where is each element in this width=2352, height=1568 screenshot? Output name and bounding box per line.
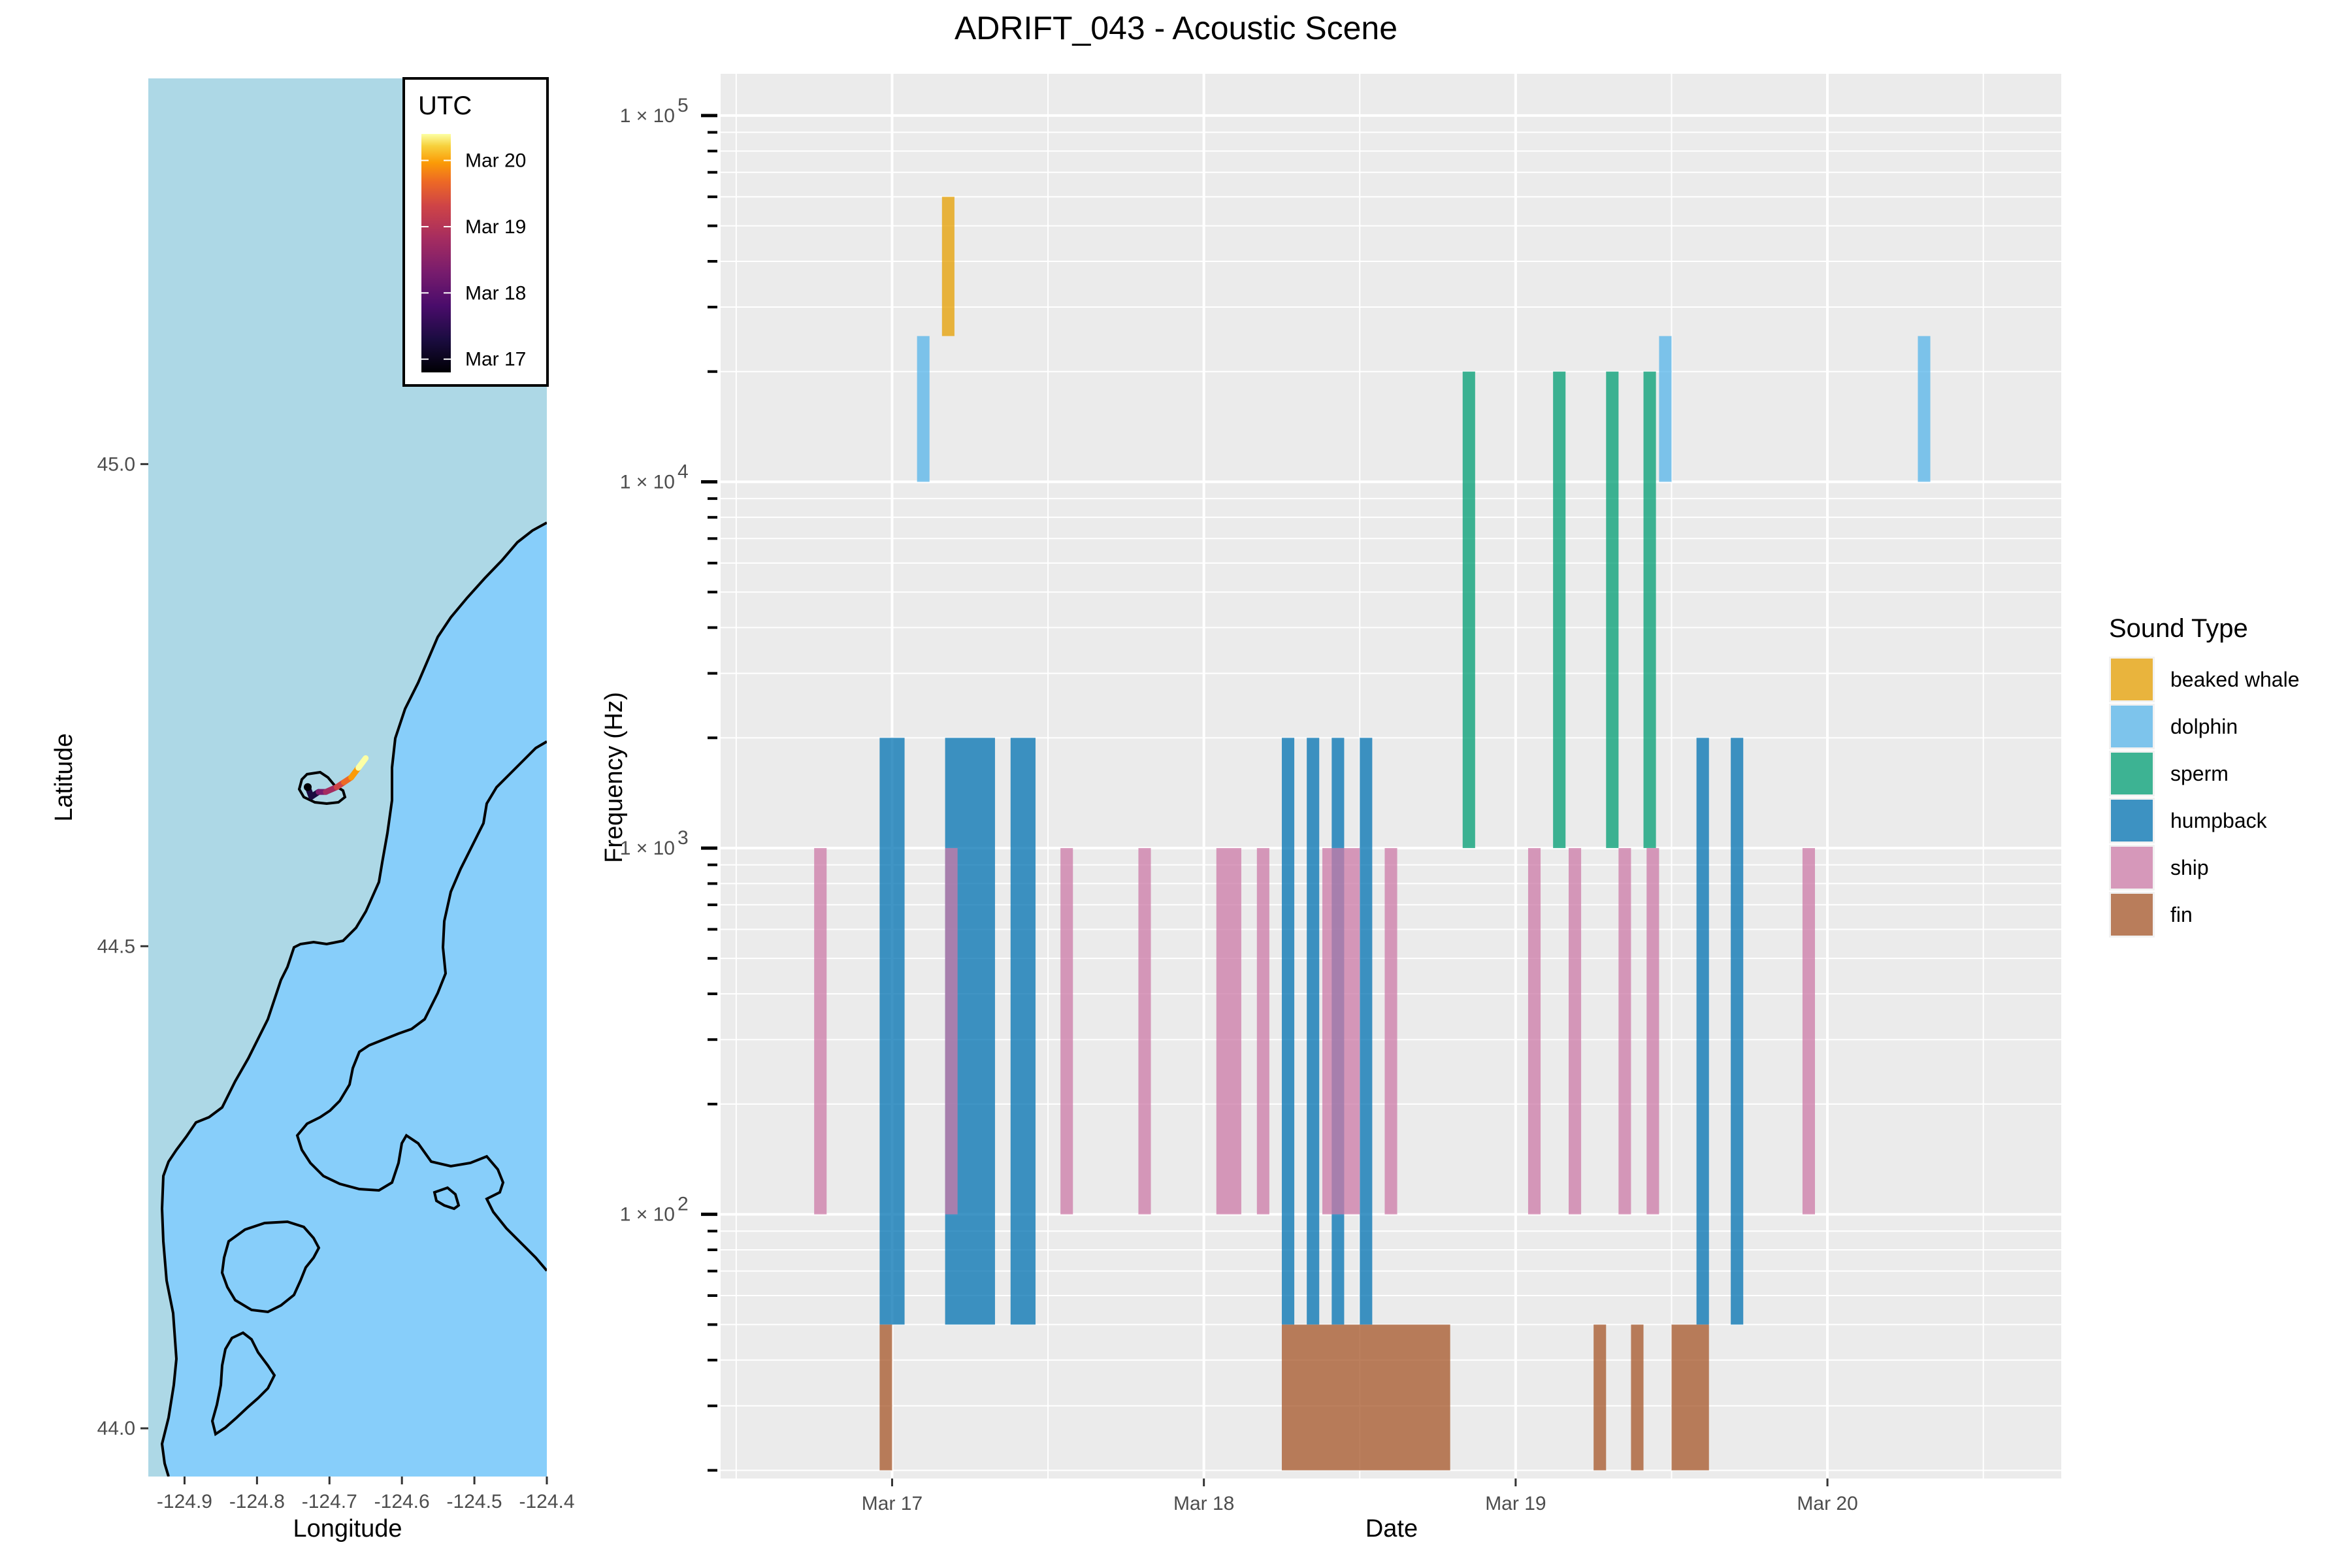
y-tick-exponent: 5	[678, 95, 689, 116]
acoustic-chart-panel: Mar 17 Mar 18 Mar 19 Mar 201 × 10 21 × 10 31 …	[600, 74, 2299, 1543]
legend-swatch-sperm	[2111, 753, 2153, 794]
bar-fin	[1671, 1324, 1709, 1471]
map-x-tick-label: -124.7	[302, 1491, 357, 1512]
bar-ship	[1527, 848, 1541, 1215]
utc-colorbar-legend: UTC Mar 17 Mar 18 Mar 19 Mar 20	[402, 77, 549, 387]
x-tick-label: Mar 19	[1485, 1493, 1546, 1514]
bar-ship	[1802, 848, 1816, 1215]
colorbar-title: UTC	[418, 91, 472, 120]
bar-dolphin	[1918, 336, 1931, 482]
bar-humpback	[1307, 738, 1320, 1325]
map-contour-island-north	[297, 770, 347, 806]
colorbar-label: Mar 18	[465, 282, 526, 304]
sound-type-legend: Sound Type beaked whale dolphin sperm humpb…	[2109, 614, 2299, 938]
bar-beaked-whale	[941, 197, 955, 336]
colorbar-ticks: Mar 17 Mar 18 Mar 19 Mar 20	[421, 150, 526, 370]
bar-ship	[1569, 848, 1582, 1215]
map-x-axis-title: Longitude	[293, 1515, 402, 1543]
legend-swatch-dolphin	[2111, 706, 2153, 747]
bar-ship	[1618, 848, 1631, 1215]
bar-fin	[1281, 1324, 1450, 1471]
legend-label-dolphin: dolphin	[2170, 715, 2238, 738]
y-tick-label: 1 × 10	[620, 471, 675, 493]
legend-label-humpback: humpback	[2170, 809, 2268, 832]
bar-humpback	[1696, 738, 1709, 1325]
bar-ship	[814, 848, 827, 1215]
y-tick-label: 1 × 10	[620, 1204, 675, 1226]
legend-swatch-ship	[2111, 847, 2153, 889]
bar-ship	[1216, 848, 1241, 1215]
map-contour-island-southwest	[220, 1220, 321, 1314]
map-panel: -124.9 -124.8 -124.7 -124.6 -124.5 -124.4 44.0…	[50, 77, 575, 1543]
legend-swatch-humpback	[2111, 800, 2153, 841]
legend-label-sperm: sperm	[2170, 762, 2229, 785]
bar-humpback	[1281, 738, 1295, 1325]
x-tick-label: Mar 18	[1173, 1493, 1234, 1514]
map-y-tick-label: 45.0	[97, 453, 135, 475]
map-contour-outer	[160, 521, 547, 1477]
y-tick-exponent: 3	[678, 827, 689, 849]
map-x-tick-label: -124.4	[519, 1491, 574, 1512]
bar-dolphin	[917, 336, 930, 482]
map-y-axis-title: Latitude	[50, 733, 78, 821]
map-shelf-water	[162, 523, 547, 1477]
legend-items: beaked whale dolphin sperm humpback ship fin	[2109, 657, 2299, 938]
legend-label-fin: fin	[2170, 903, 2193, 926]
bar-sperm	[1643, 371, 1656, 849]
plot-bars	[814, 197, 1931, 1471]
bar-humpback	[1010, 738, 1036, 1325]
map-contour-island-small	[433, 1186, 461, 1211]
bar-fin	[1593, 1324, 1607, 1471]
map-y-tick-label: 44.0	[97, 1418, 135, 1439]
y-tick-label: 1 × 10	[620, 838, 675, 859]
colorbar-label: Mar 20	[465, 150, 526, 172]
bar-ship	[1138, 848, 1151, 1215]
map-x-tick-label: -124.5	[447, 1491, 502, 1512]
x-tick-label: Mar 20	[1797, 1493, 1857, 1514]
legend-swatch-fin	[2111, 894, 2153, 936]
bar-dolphin	[1659, 336, 1672, 482]
legend-title: Sound Type	[2109, 614, 2248, 643]
figure-title: ADRIFT_043 - Acoustic Scene	[954, 10, 1398, 46]
bar-ship	[945, 848, 958, 1215]
map-contour-island-south	[210, 1331, 276, 1437]
track-start-point	[304, 783, 312, 791]
bar-humpback	[1731, 738, 1744, 1325]
bar-ship	[1256, 848, 1269, 1215]
map-contour-inner	[295, 740, 547, 1272]
y-tick-exponent: 4	[678, 461, 689, 482]
track-segment	[355, 755, 369, 771]
bar-ship	[1322, 848, 1360, 1215]
bar-fin	[1631, 1324, 1644, 1471]
plot-background	[721, 74, 2061, 1478]
map-x-tick-label: -124.9	[157, 1491, 212, 1512]
legend-label-ship: ship	[2170, 856, 2209, 879]
legend-swatch-beaked-whale	[2111, 659, 2153, 700]
map-x-tick-label: -124.6	[374, 1491, 430, 1512]
drifter-track	[304, 755, 369, 800]
map-y-tick-label: 44.5	[97, 936, 135, 957]
bar-ship	[1646, 848, 1659, 1215]
bar-ship	[1384, 848, 1397, 1215]
bar-ship	[1060, 848, 1073, 1215]
map-axes: -124.9 -124.8 -124.7 -124.6 -124.5 -124.4 44.0…	[97, 453, 575, 1512]
bar-fin	[879, 1324, 892, 1471]
bar-sperm	[1462, 371, 1475, 849]
y-tick-label: 1 × 10	[620, 105, 675, 127]
bar-sperm	[1553, 371, 1566, 849]
colorbar-label: Mar 17	[465, 349, 526, 370]
colorbar-label: Mar 19	[465, 216, 526, 238]
y-tick-exponent: 2	[678, 1194, 689, 1215]
legend-label-beaked-whale: beaked whale	[2170, 668, 2299, 691]
x-tick-label: Mar 17	[862, 1493, 923, 1514]
y-axis-title: Frequency (Hz)	[600, 692, 628, 863]
colorbar-gradient	[421, 134, 451, 372]
plot-axes: Mar 17 Mar 18 Mar 19 Mar 201 × 10 21 × 10 31 …	[620, 95, 1858, 1514]
x-axis-title: Date	[1365, 1515, 1418, 1543]
bar-humpback	[1360, 738, 1373, 1325]
map-x-tick-label: -124.8	[229, 1491, 285, 1512]
bar-sperm	[1606, 371, 1619, 849]
bar-humpback	[879, 738, 905, 1325]
